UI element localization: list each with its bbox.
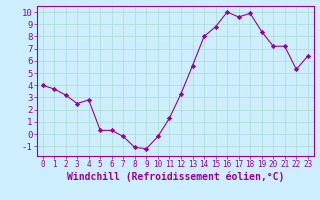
X-axis label: Windchill (Refroidissement éolien,°C): Windchill (Refroidissement éolien,°C) — [67, 172, 284, 182]
